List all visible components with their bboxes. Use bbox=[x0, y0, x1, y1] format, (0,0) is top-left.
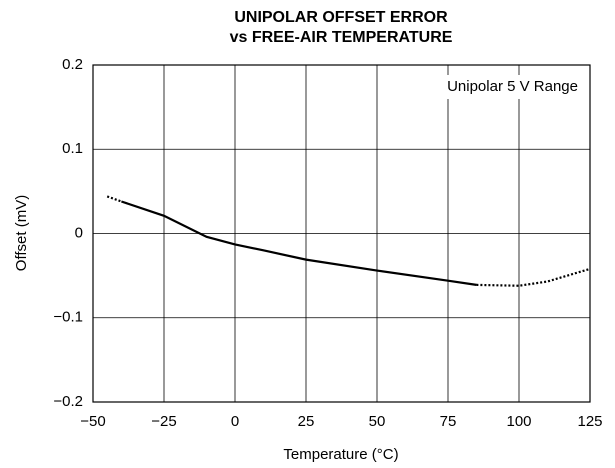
y-tick-label: −0.2 bbox=[53, 393, 83, 410]
line bbox=[476, 267, 591, 287]
y-axis-label: Offset (mV) bbox=[13, 195, 30, 271]
annotation: Unipolar 5 V Range bbox=[447, 78, 578, 95]
y-tick-label: 0.2 bbox=[62, 56, 83, 73]
line bbox=[121, 200, 477, 286]
line bbox=[106, 195, 122, 203]
x-tick-label: 0 bbox=[231, 413, 239, 430]
chart-title: vs FREE-AIR TEMPERATURE bbox=[230, 29, 453, 46]
x-tick-label: 25 bbox=[298, 413, 315, 430]
x-tick-label: 125 bbox=[577, 413, 602, 430]
y-tick-label: −0.1 bbox=[53, 309, 83, 326]
x-tick-label: −25 bbox=[151, 413, 176, 430]
chart-title: UNIPOLAR OFFSET ERROR bbox=[234, 9, 448, 26]
x-tick-label: 50 bbox=[369, 413, 386, 430]
x-tick-label: −50 bbox=[80, 413, 105, 430]
y-tick-label: 0.1 bbox=[62, 140, 83, 157]
x-tick-label: 75 bbox=[440, 413, 457, 430]
y-tick-label: 0 bbox=[75, 224, 83, 241]
x-axis-label: Temperature (°C) bbox=[283, 446, 398, 463]
x-tick-label: 100 bbox=[506, 413, 531, 430]
plot-frame bbox=[92, 64, 591, 403]
annotation-bg bbox=[408, 75, 580, 99]
